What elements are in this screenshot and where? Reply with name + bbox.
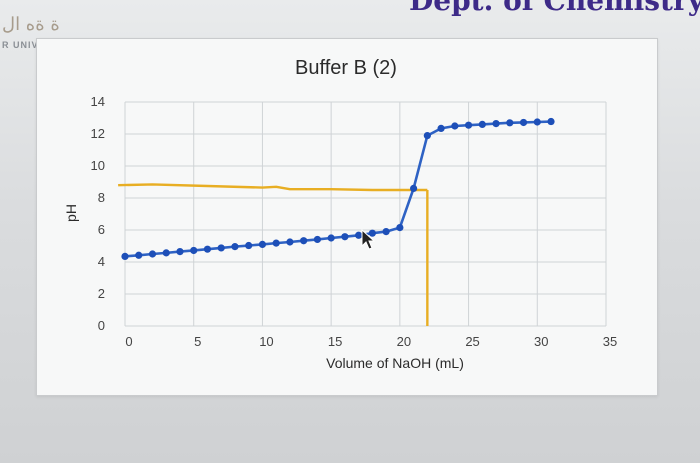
x-tick-label: 10 (259, 334, 273, 349)
x-tick-label: 25 (465, 334, 479, 349)
data-point (533, 118, 541, 126)
x-tick-label: 0 (125, 334, 132, 349)
mouse-cursor (361, 228, 376, 250)
data-point (300, 237, 308, 245)
chart-title: Buffer B (2) (295, 57, 397, 79)
y-tick-label: 2 (98, 286, 105, 301)
annotation-line (118, 183, 428, 192)
data-point (148, 250, 157, 258)
data-point (203, 245, 212, 253)
data-point (286, 238, 294, 246)
data-point (464, 121, 473, 129)
data-point (313, 235, 321, 244)
x-tick-label: 30 (534, 334, 548, 349)
annotation-lines (118, 183, 429, 326)
data-point (327, 234, 335, 242)
gridlines (124, 101, 607, 327)
data-point (341, 233, 349, 241)
y-tick-label: 12 (91, 126, 105, 141)
data-point (135, 251, 143, 259)
y-tick-label: 0 (98, 318, 105, 333)
y-tick-label: 8 (98, 190, 105, 205)
data-point (437, 124, 445, 132)
data-point (492, 120, 500, 128)
tick-labels: 0 2 4 6 8 10 12 14 0 5 10 15 20 25 30 35 (91, 94, 618, 349)
x-axis-title: Volume of NaOH (mL) (326, 355, 464, 371)
x-tick-label: 5 (194, 334, 201, 349)
department-heading: Dept. of Chemistry (408, 0, 700, 17)
data-point (258, 240, 267, 248)
data-point (547, 117, 555, 126)
y-tick-label: 14 (91, 94, 105, 109)
x-tick-label: 35 (603, 334, 617, 349)
data-point (245, 241, 253, 250)
cursor-arrow-icon (361, 228, 376, 250)
x-tick-label: 15 (328, 334, 342, 349)
data-point (451, 122, 459, 130)
data-point (519, 118, 528, 127)
data-point (190, 246, 198, 255)
chart-card (36, 38, 658, 396)
y-tick-label: 6 (98, 222, 105, 237)
data-point (478, 120, 486, 128)
data-point (423, 132, 431, 140)
data-point (162, 249, 170, 257)
data-point (217, 244, 225, 252)
y-tick-label: 10 (91, 158, 105, 173)
x-tick-label: 20 (397, 334, 411, 349)
data-point (231, 243, 239, 251)
data-point (176, 248, 184, 256)
data-point (506, 119, 514, 127)
data-point (382, 228, 390, 236)
data-point (410, 184, 418, 192)
brand-logo-text: ة ةه ال (2, 14, 60, 35)
data-point (355, 231, 363, 239)
data-point (272, 239, 280, 247)
data-point (121, 252, 129, 260)
data-point (396, 224, 404, 232)
y-tick-label: 4 (98, 254, 105, 269)
data-point (368, 229, 376, 237)
brand-subtitle: R UNIV (2, 40, 39, 50)
series-layer (121, 117, 555, 260)
